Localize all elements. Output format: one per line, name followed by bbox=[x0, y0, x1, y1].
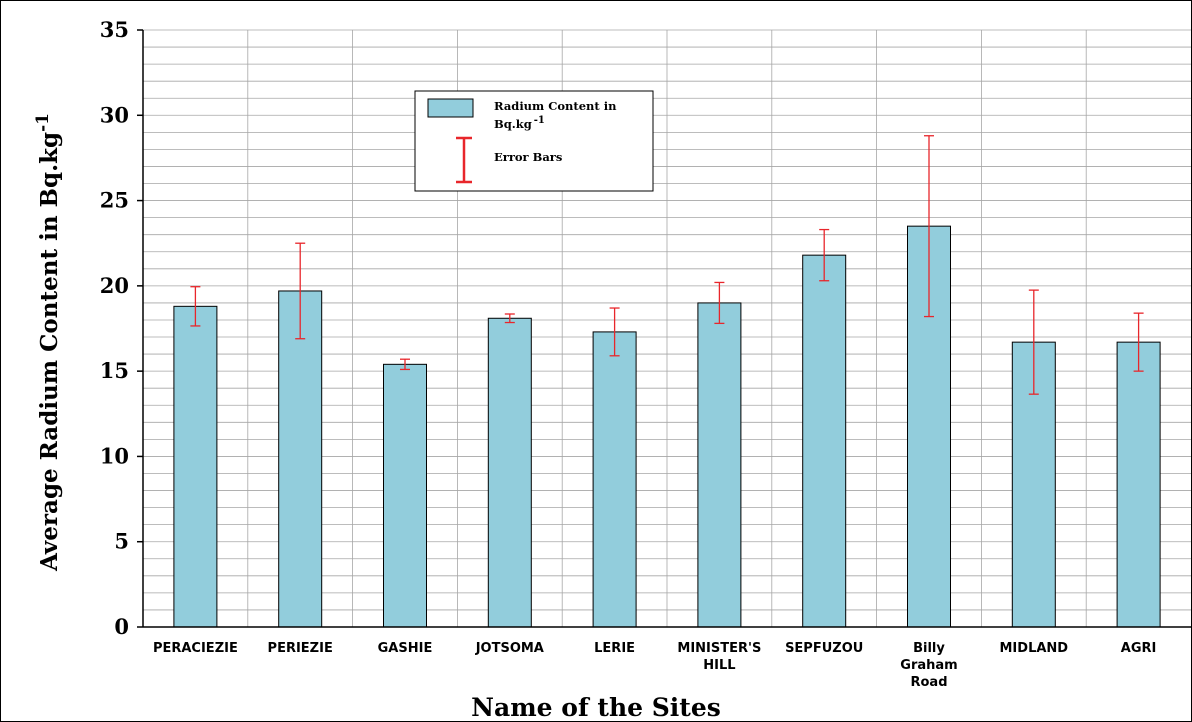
bar bbox=[487, 317, 532, 628]
error-bar bbox=[400, 358, 410, 371]
legend-error-label: Error Bars bbox=[494, 150, 562, 164]
error-bar bbox=[714, 281, 725, 325]
y-tick-label: 15 bbox=[100, 358, 129, 383]
y-tick-labels: 0 5 10 15 20 25 30 35 bbox=[100, 17, 129, 639]
bar bbox=[697, 302, 742, 628]
y-tick-label: 10 bbox=[100, 443, 129, 468]
y-tick-label: 30 bbox=[100, 102, 129, 127]
y-tick-label: 20 bbox=[100, 273, 129, 298]
error-bar bbox=[924, 135, 934, 318]
error-bar bbox=[609, 307, 620, 357]
x-category-label: PERIEZIE bbox=[268, 641, 333, 656]
error-bar bbox=[1028, 289, 1039, 395]
x-category-labels: PERACIEZIE PERIEZIE GASHIE JOTSOMA LERIE MINI… bbox=[153, 641, 1156, 690]
x-category-label: LERIE bbox=[594, 641, 635, 656]
bar bbox=[802, 254, 847, 628]
axes bbox=[137, 29, 1191, 628]
error-bar bbox=[819, 228, 830, 282]
x-category-label: AGRI bbox=[1121, 641, 1157, 656]
legend: Radium Content in Bq.kg -1 Error Bars bbox=[414, 90, 654, 192]
bar bbox=[592, 331, 637, 628]
x-category-label: MINISTER'S HILL bbox=[677, 641, 761, 673]
legend-bar-swatch bbox=[427, 98, 474, 118]
x-category-label: MIDLAND bbox=[1000, 641, 1069, 656]
legend-bar-unit-superscript: -1 bbox=[534, 115, 545, 126]
x-category-label: PERACIEZIE bbox=[153, 641, 238, 656]
error-bar bbox=[190, 286, 201, 327]
x-category-label: JOTSOMA bbox=[475, 641, 544, 656]
x-category-label: Billy Graham Road bbox=[900, 641, 957, 690]
legend-error-swatch bbox=[456, 136, 472, 184]
y-tick-label: 25 bbox=[100, 188, 129, 213]
y-axis-title-text: Average Radium Content in Bq.kg bbox=[36, 132, 63, 572]
x-category-label: GASHIE bbox=[378, 641, 433, 656]
y-tick-label: 35 bbox=[100, 17, 129, 42]
error-bars bbox=[190, 135, 1144, 395]
y-tick-label: 0 bbox=[114, 614, 129, 639]
y-axis-title: Average Radium Content in Bq.kg-1 bbox=[33, 113, 63, 572]
error-bar bbox=[295, 242, 306, 340]
y-tick-label: 5 bbox=[114, 529, 129, 554]
error-bar bbox=[1133, 312, 1144, 372]
legend-bar-label-line2: Bq.kg -1 bbox=[494, 115, 545, 131]
bar bbox=[1116, 341, 1161, 628]
error-bar bbox=[504, 313, 515, 324]
legend-bar-label: Radium Content in bbox=[494, 99, 617, 113]
bar bbox=[383, 363, 427, 628]
bar bbox=[278, 290, 323, 628]
legend-bar-unit: Bq.kg bbox=[494, 117, 532, 131]
x-axis-title: Name of the Sites bbox=[471, 693, 721, 722]
x-category-label: SEPFUZOU bbox=[785, 641, 863, 656]
y-axis-title-superscript: -1 bbox=[33, 113, 53, 132]
bars bbox=[173, 225, 1161, 628]
bar bbox=[173, 305, 218, 628]
